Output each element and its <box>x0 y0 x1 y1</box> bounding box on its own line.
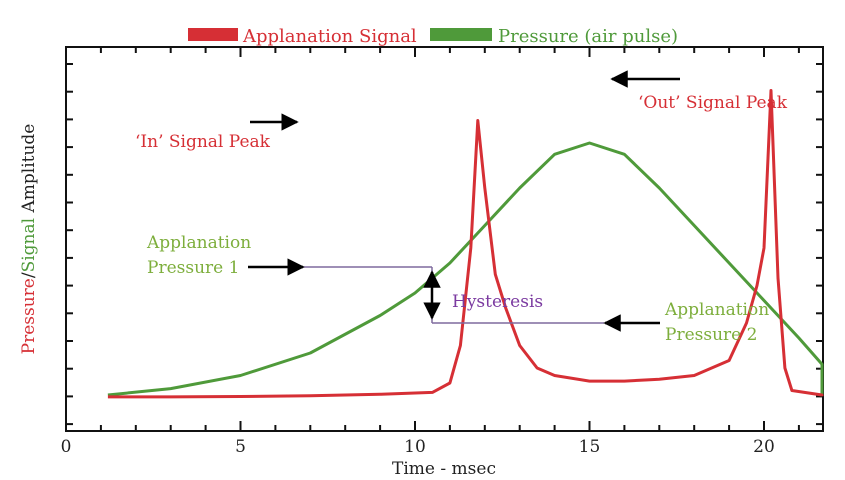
x-tick-label: 5 <box>235 437 246 457</box>
series-layer <box>107 89 824 399</box>
legend-swatch-pressure <box>430 28 492 41</box>
y-axis-label: Pressure/Signal Amplitude <box>19 124 39 355</box>
legend-swatch-applanation <box>188 28 238 41</box>
y-axis-label-part: Pressure <box>19 278 39 354</box>
annotation-arrows <box>248 70 680 332</box>
in-peak-label: ‘In’ Signal Peak <box>135 132 271 152</box>
y-ticks <box>66 63 823 426</box>
legend-label-applanation: Applanation Signal <box>242 26 417 47</box>
x-tick-label: 15 <box>579 437 601 457</box>
series-applanation-signal <box>107 89 824 399</box>
x-axis-label: Time - msec <box>392 459 496 479</box>
x-tick-label: 10 <box>404 437 426 457</box>
annotations: ‘In’ Signal Peak ‘Out’ Signal Peak Appla… <box>135 93 788 345</box>
out-peak-label: ‘Out’ Signal Peak <box>638 93 788 113</box>
y-axis-label-part: Signal <box>19 218 39 273</box>
hysteresis-label: Hysteresis <box>452 292 543 312</box>
legend: Applanation Signal Pressure (air pulse) <box>188 26 678 47</box>
series-pressure <box>107 141 824 397</box>
x-tick-label: 20 <box>753 437 775 457</box>
x-ticks: 0510152025 <box>61 47 800 457</box>
x-tick-label: 0 <box>61 437 72 457</box>
y-axis-label-part: Amplitude <box>19 124 39 218</box>
ap1-label-line2: Pressure 1 <box>147 258 239 278</box>
plot-frame <box>65 46 824 432</box>
y-axis-label-part: / <box>19 272 39 278</box>
ap2-label-line1: Applanation <box>664 300 769 320</box>
ap1-label-line1: Applanation <box>146 233 251 253</box>
ap2-label-line2: Pressure 2 <box>665 325 757 345</box>
legend-label-pressure: Pressure (air pulse) <box>498 26 678 47</box>
